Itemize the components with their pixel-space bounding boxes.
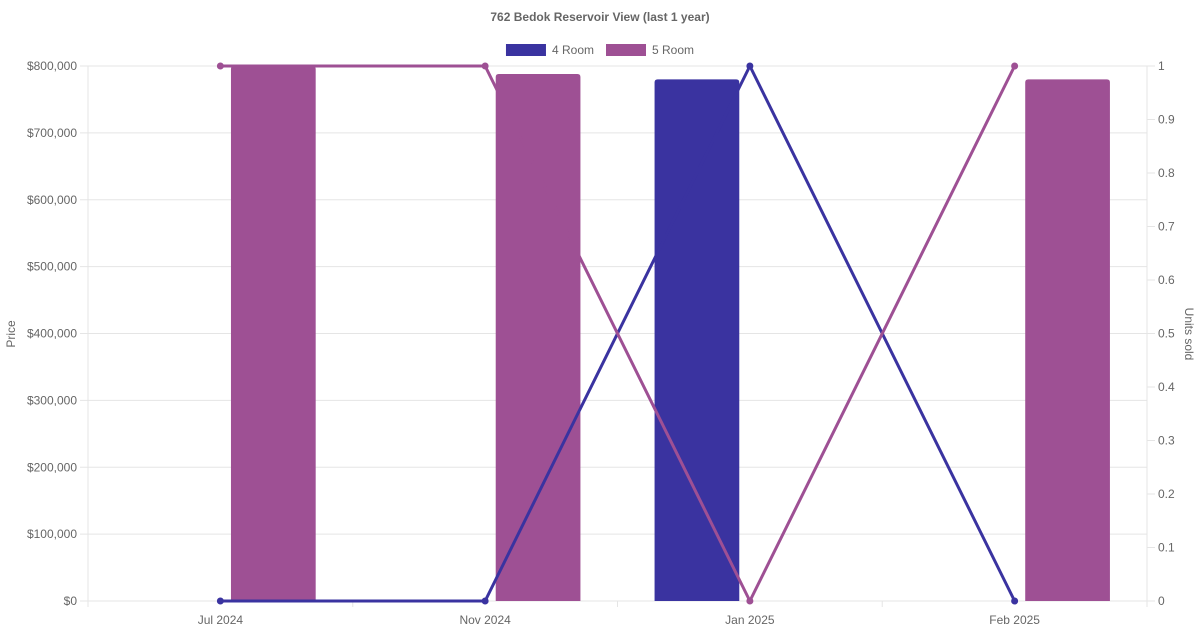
right-tick-label: 0.3 bbox=[1158, 434, 1175, 448]
point-4-room bbox=[1011, 597, 1019, 605]
bar-5-room bbox=[230, 66, 316, 601]
point-5-room bbox=[481, 62, 489, 70]
x-axis: Jul 2024 Nov 2024 Jan 2025 Feb 2025 bbox=[198, 613, 1041, 627]
bar-4-room bbox=[654, 79, 740, 601]
x-tick-label: Feb 2025 bbox=[989, 613, 1040, 627]
left-tick-label: $0 bbox=[64, 594, 78, 608]
right-axis-title: Units sold bbox=[1182, 308, 1196, 361]
legend[interactable]: 4 Room 5 Room bbox=[505, 43, 694, 57]
bar-5-room bbox=[1025, 79, 1110, 601]
right-axis: 0 0.1 0.2 0.3 0.4 0.5 0.6 0.7 0.8 0.9 1 bbox=[1158, 59, 1175, 608]
right-tick-label: 0.2 bbox=[1158, 487, 1175, 501]
chart-title: 762 Bedok Reservoir View (last 1 year) bbox=[490, 10, 709, 24]
left-tick-label: $100,000 bbox=[27, 527, 77, 541]
legend-swatch-4-room bbox=[505, 44, 546, 56]
left-tick-label: $600,000 bbox=[27, 193, 77, 207]
point-5-room bbox=[746, 597, 754, 605]
right-tick-label: 0.6 bbox=[1158, 273, 1175, 287]
left-tick-label: $200,000 bbox=[27, 460, 77, 474]
legend-label-4-room[interactable]: 4 Room bbox=[552, 43, 594, 57]
legend-label-5-room[interactable]: 5 Room bbox=[652, 43, 694, 57]
point-4-room bbox=[216, 597, 224, 605]
right-tick-label: 0.1 bbox=[1158, 541, 1175, 555]
left-tick-label: $500,000 bbox=[27, 260, 77, 274]
point-4-room bbox=[746, 62, 754, 70]
lines bbox=[220, 64, 1016, 603]
left-axis-title: Price bbox=[4, 320, 18, 348]
right-tick-label: 0.8 bbox=[1158, 166, 1175, 180]
x-tick-label: Nov 2024 bbox=[459, 613, 511, 627]
left-tick-label: $700,000 bbox=[27, 126, 77, 140]
right-tick-label: 0.9 bbox=[1158, 113, 1175, 127]
point-5-room bbox=[1011, 62, 1019, 70]
right-tick-label: 0.7 bbox=[1158, 220, 1175, 234]
bars bbox=[230, 66, 1110, 601]
left-axis: $0 $100,000 $200,000 $300,000 $400,000 $500,0… bbox=[27, 59, 77, 608]
legend-swatch-5-room bbox=[606, 44, 646, 56]
left-tick-label: $400,000 bbox=[27, 327, 77, 341]
line-5-room bbox=[220, 64, 1016, 603]
left-tick-label: $800,000 bbox=[27, 59, 77, 73]
points bbox=[216, 62, 1019, 605]
x-tick-label: Jan 2025 bbox=[725, 613, 775, 627]
left-tick-label: $300,000 bbox=[27, 393, 77, 407]
right-tick-label: 0 bbox=[1158, 594, 1165, 608]
x-tick-label: Jul 2024 bbox=[198, 613, 244, 627]
bar-5-room bbox=[495, 74, 581, 601]
right-tick-label: 0.4 bbox=[1158, 380, 1175, 394]
point-4-room bbox=[481, 597, 489, 605]
right-tick-label: 1 bbox=[1158, 59, 1165, 73]
right-tick-label: 0.5 bbox=[1158, 327, 1175, 341]
point-5-room bbox=[216, 62, 224, 70]
